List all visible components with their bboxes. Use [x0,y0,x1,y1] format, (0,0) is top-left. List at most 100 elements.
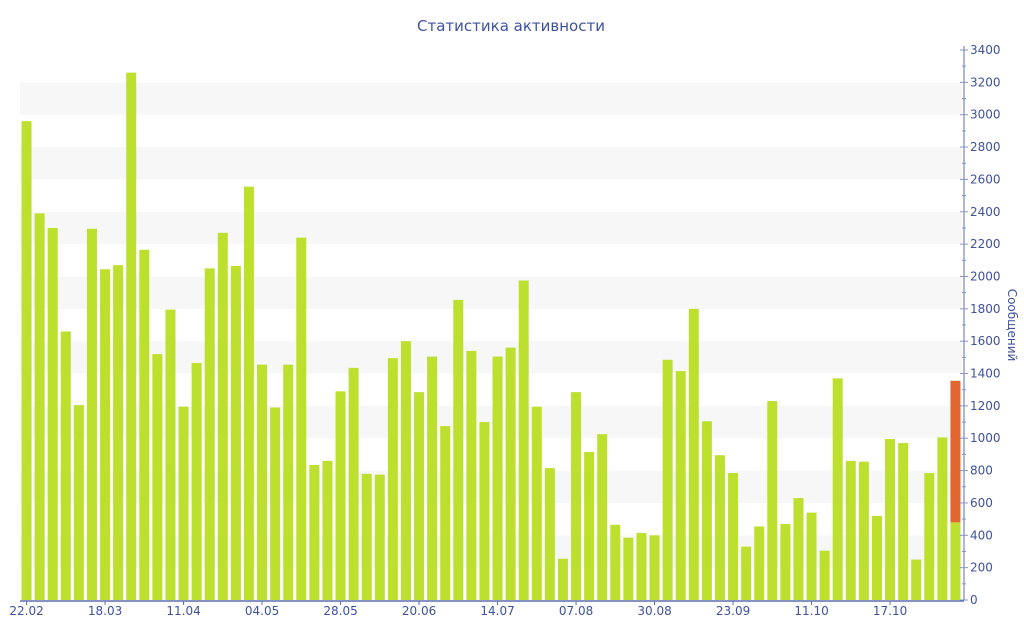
y-tick-label: 2200 [970,237,1001,251]
y-tick-label: 1600 [970,334,1001,348]
x-tick-label: 11.10 [794,604,828,618]
bar-series1 [845,460,856,600]
bar-series1 [191,363,202,600]
bars [21,72,961,601]
bar-series1 [610,524,621,600]
bar-series1 [518,280,529,600]
y-tick-label: 600 [970,496,993,510]
y-tick-label: 0 [970,593,978,607]
bar-series1 [767,401,778,600]
bar-series1 [322,460,333,600]
bar-series1 [126,72,137,601]
bar-series1 [361,473,372,600]
x-axis: 22.02 18.03 11.04 04.05 28.05 20.06 14.07 07.08… [9,600,964,618]
bar-series1 [741,546,752,600]
bar-series1 [688,308,699,600]
bar-series1 [714,455,725,600]
bar-series1 [453,299,464,600]
y-tick-label: 200 [970,561,993,575]
bar-series1 [243,186,254,601]
x-tick-label: 14.07 [480,604,514,618]
y-tick-label: 1000 [970,431,1001,445]
bar-series1 [47,227,58,601]
bar-series1 [597,434,608,600]
bar-series1 [348,367,359,600]
x-tick-label: 20.06 [402,604,436,618]
bar-series1 [440,426,451,600]
bar-series1 [113,265,124,600]
bar-series1 [793,498,804,600]
bar-series1 [335,391,346,600]
y-tick-label: 2400 [970,205,1001,219]
y-tick-label: 1800 [970,302,1001,316]
x-tick-label: 11.04 [166,604,200,618]
chart-title: Статистика активности [417,17,605,35]
bar-series1 [414,392,425,600]
bar-series1 [505,347,516,600]
bar-series1 [466,350,477,600]
bar-series1 [898,443,909,600]
bar-series1 [34,213,45,600]
bar-series1 [479,422,490,600]
bar-series1 [701,421,712,600]
bar-series1 [427,356,438,600]
bar-series1 [374,474,385,600]
y-tick-label: 1400 [970,367,1001,381]
x-tick-label: 23.09 [716,604,750,618]
bar-series1 [557,558,568,600]
bar-series1 [649,535,660,600]
bar-series1 [911,559,922,600]
x-tick-label: 18.03 [88,604,122,618]
x-tick-label: 04.05 [245,604,279,618]
y-tick-label: 1200 [970,399,1001,413]
y-tick-label: 3200 [970,75,1001,89]
bar-series1 [623,537,634,600]
bar-series1 [754,526,765,600]
y-axis: 0 200 400 600 800 1000 1200 1400 1600 1800 2000 220… [960,43,1001,607]
x-tick-label: 22.02 [9,604,43,618]
bar-series1 [675,371,686,600]
bar-series1 [387,358,398,600]
bar-series1 [806,512,817,600]
bar-series1 [178,406,189,600]
bar-series1 [636,532,647,600]
y-tick-label: 2000 [970,269,1001,283]
bar-series1 [584,451,595,600]
bar-series1 [571,392,582,600]
bar-series1 [950,522,961,600]
bar-series1 [492,356,503,600]
bar-series1 [73,405,84,600]
bar-series1 [204,268,215,600]
bar-series1 [662,359,673,600]
bar-series1 [283,364,294,600]
bar-series1 [21,121,32,601]
x-tick-label: 30.08 [637,604,671,618]
bar-series1 [832,378,843,600]
y-tick-label: 3400 [970,43,1001,57]
grid-band [20,276,962,309]
y-tick-label: 2800 [970,140,1001,154]
grid-band [20,147,962,180]
bar-series1 [152,354,163,600]
bar-series1 [139,249,150,600]
grid-band [20,82,962,115]
bar-series1 [400,341,411,600]
bar-series1 [871,515,882,600]
x-tick-label: 07.08 [559,604,593,618]
bar-series1 [531,406,542,600]
bar-series1 [544,468,555,600]
bar-series1 [780,523,791,600]
bar-series1 [217,232,228,600]
bar-series1 [728,473,739,600]
bar-series1 [819,550,830,600]
y-axis-label: Сообщений [1005,289,1019,362]
bar-series1 [885,439,896,600]
bar-series1 [100,269,111,600]
y-tick-label: 2600 [970,172,1001,186]
bar-series1 [165,309,176,600]
bar-series2 [950,380,961,523]
bar-series1 [86,228,97,600]
grid-band [20,535,962,568]
bar-series1 [309,464,320,600]
